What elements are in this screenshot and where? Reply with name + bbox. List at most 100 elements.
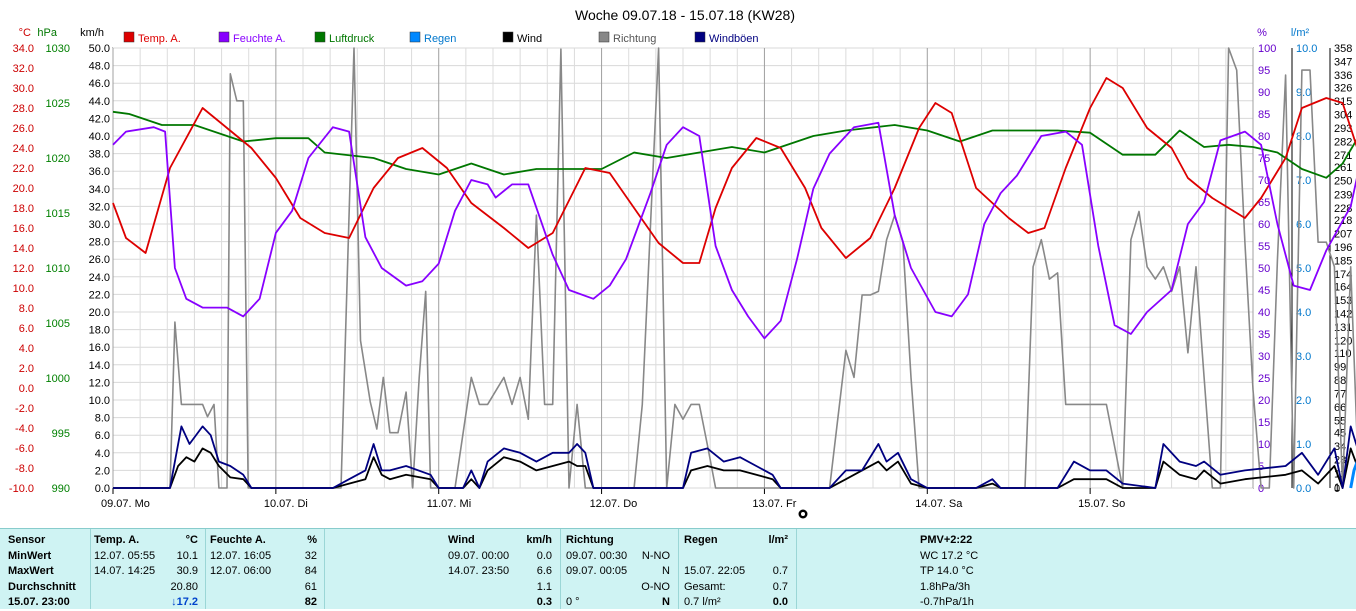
legend-label: Luftdruck — [329, 33, 375, 45]
rain-tick-label: 9.0 — [1296, 87, 1311, 99]
pmv-row: TP 14.0 °C — [920, 565, 974, 577]
wind-tick-label: 30.0 — [89, 219, 110, 231]
pressure-tick-label: 1000 — [46, 373, 70, 385]
wind-tick-label: 46.0 — [89, 78, 110, 90]
direction-value: N — [662, 565, 670, 577]
direction-tick-label: 196 — [1334, 242, 1352, 254]
rain-tick-label: 0.0 — [1296, 483, 1311, 495]
humidity-tick-label: 60 — [1258, 219, 1270, 231]
direction-tick-label: 347 — [1334, 57, 1352, 69]
pressure-tick-label: 995 — [52, 428, 70, 440]
legend-item: Luftdruck — [314, 31, 375, 45]
temp-value: 10.1 — [176, 549, 198, 562]
legend-label: Wind — [517, 33, 542, 45]
temp-tick-label: -4.0 — [15, 423, 34, 435]
direction-col1: Richtung 09.07. 00:30 09.07. 00:05 0 ° — [566, 533, 646, 611]
series-feuchte-a- — [112, 121, 1356, 340]
rain-axis: 10.0 9.0 8.0 7.0 6.0 5.0 4.0 3.0 2.0 1.0 0.0 — [1296, 43, 1317, 495]
temp-axis: 34.0 32.0 30.0 28.0 26.0 24.0 22.0 20.0 18.0 16.0… — [9, 43, 34, 495]
wind-tick-label: 44.0 — [89, 96, 110, 108]
humidity-tick-label: 50 — [1258, 263, 1270, 275]
humidity-time: 12.07. 06:00 — [210, 565, 272, 577]
wind-tick-label: 16.0 — [89, 342, 110, 354]
temp-unit-label: °C — [19, 27, 31, 39]
day-label: 14.07. Sa — [915, 498, 963, 510]
temp-tick-label: 8.0 — [19, 303, 34, 315]
legend-item: Richtung — [598, 31, 656, 45]
series-richtung — [113, 47, 1356, 489]
legend-label: Richtung — [613, 33, 656, 45]
rain-header: Regen — [684, 534, 718, 546]
temp-tick-label: 28.0 — [13, 103, 34, 115]
wind-tick-label: 6.0 — [95, 430, 110, 442]
temp-unit: °C — [185, 534, 198, 546]
rain-label: Gesamt: — [684, 580, 726, 593]
direction-tick-label: 0 — [1334, 483, 1340, 495]
legend-swatch — [694, 31, 706, 43]
legend-label: Feuchte A. — [233, 33, 286, 45]
day-label: 10.07. Di — [264, 498, 308, 510]
stats-table: Sensor MinWert MaxWert Durchschnitt 15.0… — [0, 528, 1356, 609]
legend-item: Wind — [502, 31, 542, 45]
temp-tick-label: 26.0 — [13, 123, 34, 135]
temp-value: 20.80 — [170, 580, 198, 593]
legend-swatch — [502, 31, 514, 43]
direction-tick-label: 99 — [1334, 361, 1346, 373]
pressure-axis: 1030 1025 1020 1015 1010 1005 1000 995 990 — [46, 43, 70, 495]
rain-tick-label: 6.0 — [1296, 219, 1311, 231]
humidity-tick-label: 5 — [1258, 461, 1264, 473]
humidity-value: 84 — [304, 565, 317, 577]
humidity-axis: 1009590858075706560555045403530252015105… — [1258, 43, 1276, 495]
direction-tick-label: 164 — [1334, 281, 1352, 293]
temp-tick-label: 30.0 — [13, 83, 34, 95]
temp-tick-label: 0.0 — [19, 383, 34, 395]
sensor-row: 15.07. 23:00 — [8, 596, 70, 608]
rain-col1: Regen 15.07. 22:05 Gesamt: 0.7 l/m² — [684, 533, 764, 611]
temp-time: 12.07. 05:55 — [94, 549, 156, 562]
legend-item: Regen — [409, 31, 456, 45]
legend-swatch — [218, 31, 230, 43]
grid — [112, 47, 1254, 489]
legend-label: Regen — [424, 33, 456, 45]
temp-tick-label: -8.0 — [15, 463, 34, 475]
humidity-tick-label: 45 — [1258, 285, 1270, 297]
legend-item: Windböen — [694, 31, 759, 45]
wind-tick-label: 4.0 — [95, 448, 110, 460]
wind-col2: km/h 0.0 6.6 1.1 0.3 — [510, 533, 552, 611]
day-label: 13.07. Fr — [752, 498, 796, 510]
temp-tick-label: 32.0 — [13, 63, 34, 75]
record-marker-inner — [801, 512, 805, 516]
rain-value: 0.7 — [772, 565, 788, 577]
rain-col2: l/m² 0.7 0.7 0.0 — [750, 533, 788, 611]
temp-tick-label: 18.0 — [13, 203, 34, 215]
legend-swatch — [409, 31, 421, 43]
legend: Temp. A. Feuchte A. Luftdruck Regen Wind Rich… — [123, 31, 759, 45]
temp-tick-label: 20.0 — [13, 183, 34, 195]
wind-current-value: 0.3 — [536, 596, 552, 608]
humidity-tick-label: 90 — [1258, 87, 1270, 99]
pressure-tick-label: 1030 — [46, 43, 70, 55]
day-label: 11.07. Mi — [427, 498, 471, 510]
series-group — [112, 47, 1356, 489]
temp-tick-label: -6.0 — [15, 443, 34, 455]
series-temp-a- — [112, 77, 1356, 264]
series-windb-en — [113, 425, 1356, 489]
direction-tick-label: 261 — [1334, 162, 1352, 174]
humidity-tick-label: 15 — [1258, 417, 1270, 429]
sensor-row: MaxWert — [8, 565, 54, 577]
pmv-row: -0.7hPa/1h — [920, 596, 974, 608]
wind-tick-label: 34.0 — [89, 184, 110, 196]
wind-value: 6.6 — [536, 565, 552, 577]
wind-tick-label: 36.0 — [89, 166, 110, 178]
direction-tick-label: 142 — [1334, 308, 1352, 320]
direction-tick-label: 336 — [1334, 70, 1352, 82]
rain-tick-label: 8.0 — [1296, 131, 1311, 143]
rain-tick-label: 7.0 — [1296, 175, 1311, 187]
wind-tick-label: 48.0 — [89, 61, 110, 73]
wind-tick-label: 18.0 — [89, 325, 110, 337]
humidity-tick-label: 95 — [1258, 65, 1270, 77]
humidity-col1: Feuchte A. 12.07. 16:05 12.07. 06:00 — [210, 533, 290, 611]
pressure-tick-label: 1005 — [46, 318, 70, 330]
wind-tick-label: 28.0 — [89, 237, 110, 249]
series-regen — [1349, 460, 1356, 489]
